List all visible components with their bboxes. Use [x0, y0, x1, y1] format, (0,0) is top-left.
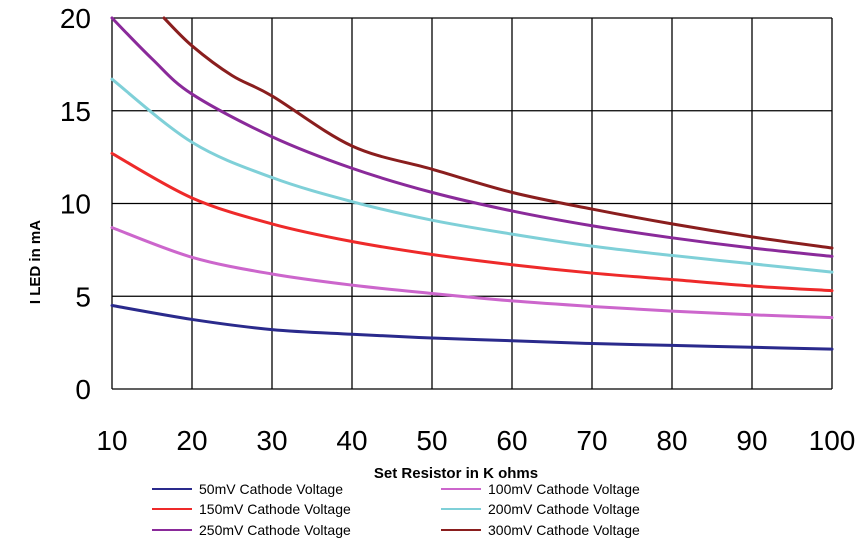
x-tick-label: 90: [736, 425, 767, 456]
y-tick-label: 20: [60, 3, 91, 34]
series-line-2: [110, 226, 834, 320]
legend-label-3: 150mV Cathode Voltage: [199, 501, 351, 517]
legend-label-5: 250mV Cathode Voltage: [199, 522, 351, 538]
y-tick-label: 10: [60, 189, 91, 220]
x-axis-label: Set Resistor in K ohms: [374, 465, 538, 482]
x-tick-label: 30: [256, 425, 287, 456]
legend-label-6: 300mV Cathode Voltage: [488, 522, 640, 538]
y-axis-ticks: 0 5 10 15 20: [60, 3, 91, 405]
x-tick-label: 20: [176, 425, 207, 456]
x-tick-label: 50: [416, 425, 447, 456]
legend-label-2: 100mV Cathode Voltage: [488, 481, 640, 497]
series-line-5: [110, 16, 834, 258]
series-line-3: [110, 151, 834, 293]
x-tick-label: 10: [96, 425, 127, 456]
series-line-6: [162, 16, 834, 250]
y-tick-label: 15: [60, 96, 91, 127]
x-tick-label: 60: [496, 425, 527, 456]
x-tick-label: 80: [656, 425, 687, 456]
x-tick-label: 70: [576, 425, 607, 456]
x-tick-label: 100: [809, 425, 856, 456]
y-tick-label: 5: [75, 281, 91, 312]
legend-label-4: 200mV Cathode Voltage: [488, 501, 640, 517]
series-line-4: [110, 77, 834, 274]
chart-legend: 50mV Cathode Voltage 100mV Cathode Voltag…: [152, 481, 640, 538]
series-line-1: [110, 304, 834, 351]
y-axis-label: I LED in mA: [27, 220, 44, 304]
y-tick-label: 0: [75, 374, 91, 405]
x-tick-label: 40: [336, 425, 367, 456]
legend-label-1: 50mV Cathode Voltage: [199, 481, 343, 497]
x-axis-ticks: 10 20 30 40 50 60 70 80 90 100: [96, 425, 855, 456]
series-lines: [110, 16, 834, 351]
